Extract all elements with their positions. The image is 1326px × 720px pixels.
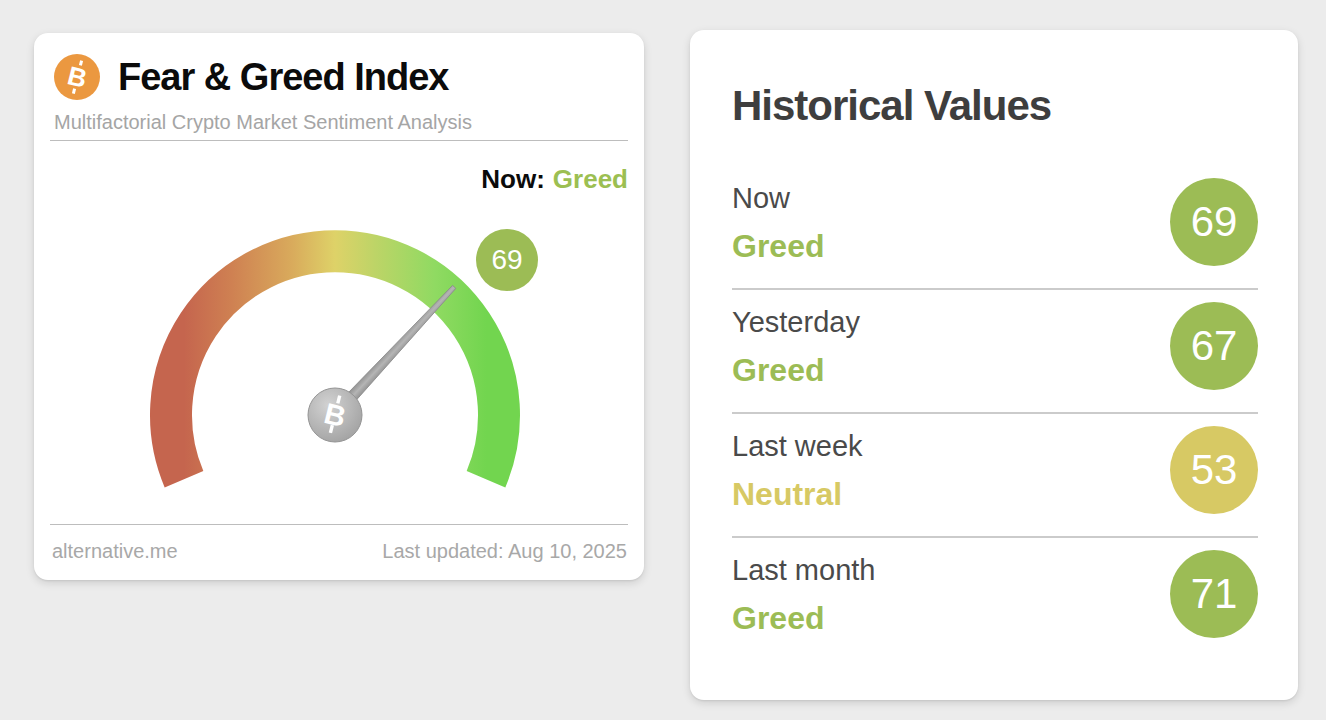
row-label: Now — [732, 181, 790, 215]
last-updated-text: Last updated: Aug 10, 2025 — [382, 540, 627, 563]
history-row-last-month: Last month Greed 71 — [732, 536, 1258, 660]
card-header: B Fear & Greed Index — [54, 54, 448, 100]
card-title: Fear & Greed Index — [118, 56, 448, 99]
footer-divider — [50, 524, 628, 525]
row-classification: Neutral — [732, 476, 842, 512]
row-label: Last week — [732, 429, 863, 463]
row-classification: Greed — [732, 352, 824, 388]
row-label: Yesterday — [732, 305, 860, 339]
gauge-arc — [171, 251, 499, 479]
row-classification: Greed — [732, 228, 824, 264]
row-value-badge: 67 — [1170, 302, 1258, 390]
row-value-badge: 53 — [1170, 426, 1258, 514]
fear-greed-gauge: B — [145, 228, 525, 500]
historical-rows: Now Greed 69 Yesterday Greed 67 Last wee… — [732, 166, 1258, 660]
history-row-yesterday: Yesterday Greed 67 — [732, 288, 1258, 412]
bitcoin-icon: B — [54, 54, 100, 100]
row-classification: Greed — [732, 600, 824, 636]
row-value-badge: 71 — [1170, 550, 1258, 638]
row-value-badge: 69 — [1170, 178, 1258, 266]
row-label: Last month — [732, 553, 875, 587]
header-divider — [50, 140, 628, 141]
history-row-last-week: Last week Neutral 53 — [732, 412, 1258, 536]
historical-values-card: Historical Values Now Greed 69 Yesterday… — [690, 30, 1298, 700]
card-subtitle: Multifactorial Crypto Market Sentiment A… — [54, 111, 472, 134]
now-classification: Greed — [553, 164, 628, 194]
card-footer: alternative.me Last updated: Aug 10, 202… — [52, 540, 627, 563]
historical-values-title: Historical Values — [732, 82, 1051, 130]
source-link[interactable]: alternative.me — [52, 540, 178, 563]
gauge-value-badge: 69 — [476, 229, 538, 291]
now-line: Now: Greed — [481, 164, 628, 195]
now-label: Now: — [481, 164, 545, 194]
fear-greed-card: B Fear & Greed Index Multifactorial Cryp… — [34, 33, 644, 580]
history-row-now: Now Greed 69 — [732, 166, 1258, 288]
